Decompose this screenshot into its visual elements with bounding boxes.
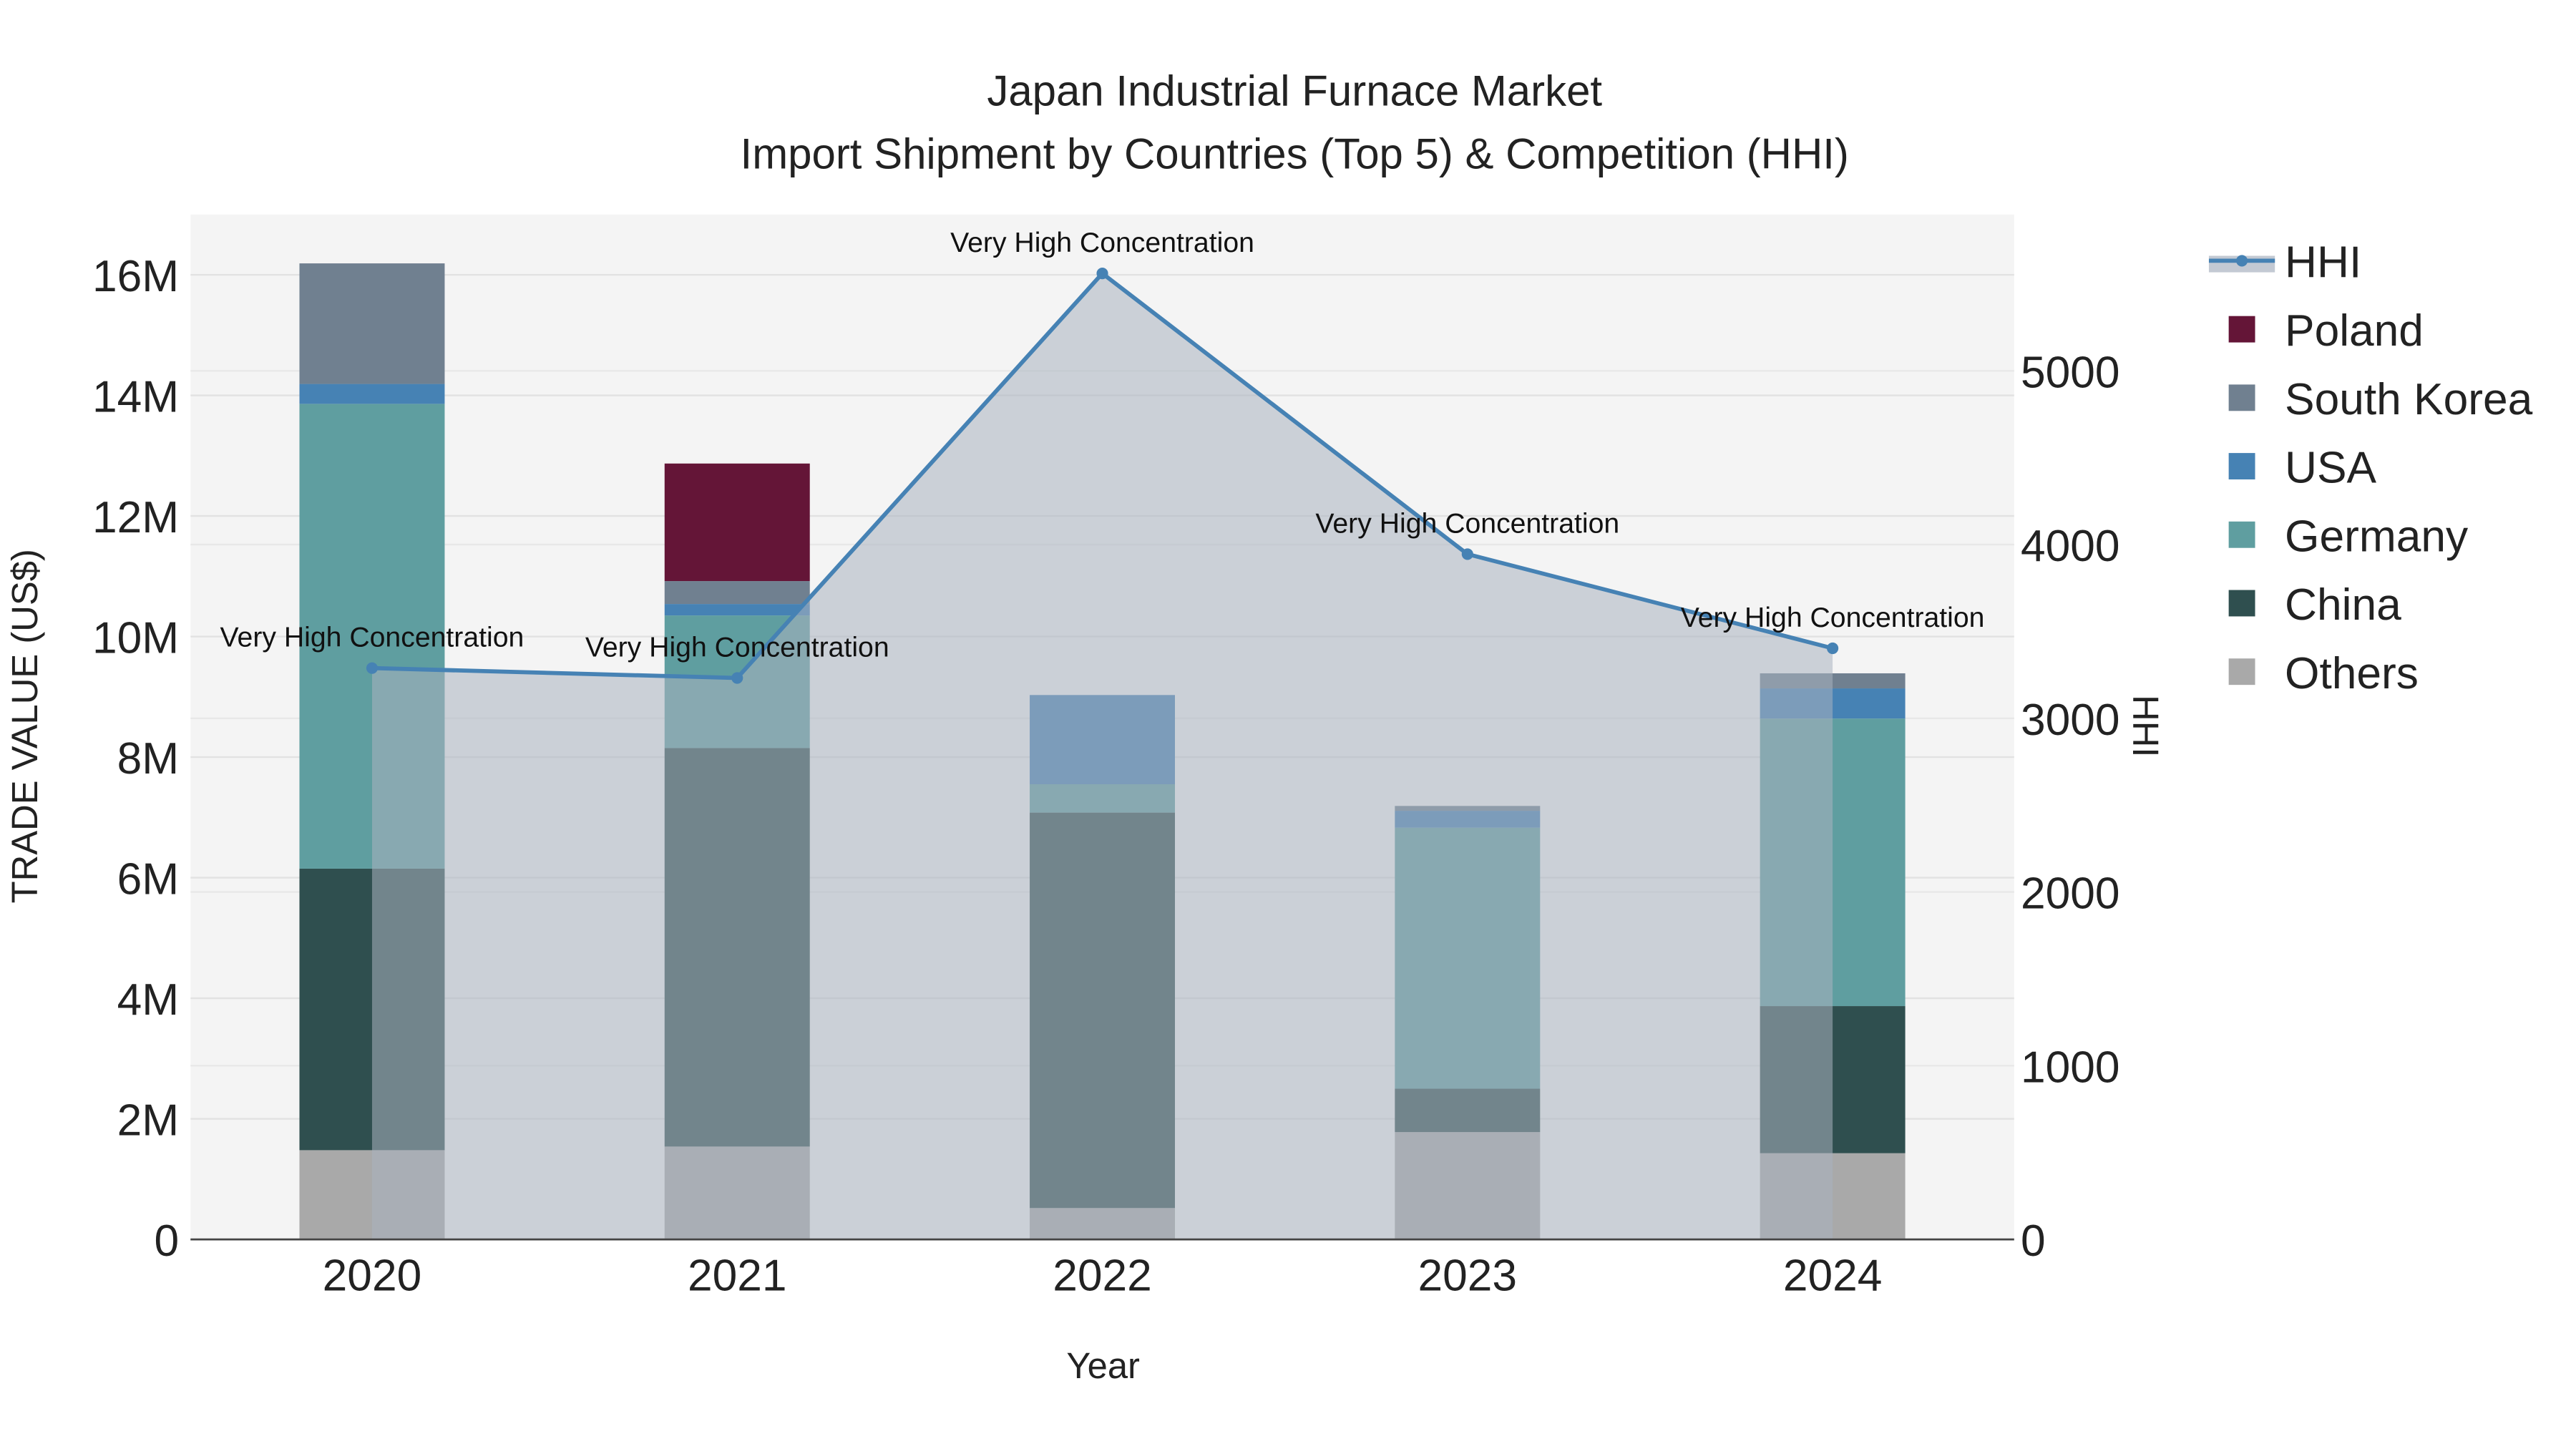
legend-label: USA xyxy=(2285,444,2376,493)
y-tick-label: 16M xyxy=(92,252,179,301)
legend-hhi-marker xyxy=(2236,255,2248,267)
y2-tick-label: 1000 xyxy=(2021,1043,2120,1092)
y-tick-label: 14M xyxy=(92,373,179,422)
hhi-point xyxy=(731,672,743,684)
y-tick-label: 10M xyxy=(92,614,179,663)
bar-usa xyxy=(299,384,445,404)
x-tick-label: 2023 xyxy=(1418,1252,1518,1301)
legend-label: South Korea xyxy=(2285,375,2533,424)
hhi-point xyxy=(1096,268,1108,280)
x-tick-label: 2022 xyxy=(1053,1252,1152,1301)
legend-label: Others xyxy=(2285,649,2419,698)
legend-label: China xyxy=(2285,580,2401,630)
y-tick-label: 4M xyxy=(117,975,180,1025)
hhi-annotation: Very High Concentration xyxy=(220,623,525,653)
x-tick-label: 2021 xyxy=(688,1252,787,1301)
x-tick-label: 2024 xyxy=(1783,1252,1883,1301)
hhi-annotation: Very High Concentration xyxy=(585,633,889,663)
legend: HHI Poland South Korea USA Germany China Other… xyxy=(2208,238,2533,698)
hhi-point xyxy=(366,662,379,674)
y-axis-title: TRADE VALUE (US$) xyxy=(4,549,45,903)
legend-swatch-germany xyxy=(2228,521,2255,548)
legend-label: HHI xyxy=(2285,238,2361,287)
axes: 0 2M 4M 6M 8M 10M 12M 14M 16M 0 1000 2000 3000 4000 50… xyxy=(92,252,2120,1300)
hhi-series: Very High Concentration Very High Concent… xyxy=(220,228,1985,1240)
chart-title: Japan Industrial Furnace Market xyxy=(987,67,1602,115)
hhi-point xyxy=(1827,642,1839,655)
hhi-annotation: Very High Concentration xyxy=(950,228,1254,258)
bar-south-korea xyxy=(299,263,445,384)
legend-swatch-china xyxy=(2228,590,2255,617)
hhi-point xyxy=(1461,548,1473,560)
y2-axis-title: HHI xyxy=(2125,695,2166,757)
legend-swatch-poland xyxy=(2228,316,2255,343)
hhi-area xyxy=(371,273,1833,1240)
y2-tick-label: 2000 xyxy=(2021,869,2120,919)
x-axis-title: Year xyxy=(1066,1345,1140,1386)
legend-swatch-south-korea xyxy=(2228,384,2255,411)
y2-tick-label: 5000 xyxy=(2021,348,2120,397)
chart-subtitle: Import Shipment by Countries (Top 5) & C… xyxy=(741,130,1849,177)
y-tick-label: 6M xyxy=(117,855,180,904)
bar-south-korea xyxy=(664,581,810,605)
y-tick-label: 0 xyxy=(154,1216,179,1266)
hhi-annotation: Very High Concentration xyxy=(1681,602,1985,633)
bar-poland xyxy=(664,463,810,582)
hhi-annotation: Very High Concentration xyxy=(1315,508,1619,539)
x-tick-label: 2020 xyxy=(323,1252,422,1301)
y-tick-label: 12M xyxy=(92,493,179,542)
y2-tick-label: 0 xyxy=(2021,1216,2046,1266)
y-tick-label: 2M xyxy=(117,1096,180,1146)
y2-tick-label: 4000 xyxy=(2021,522,2120,571)
legend-label: Germany xyxy=(2285,512,2469,561)
y-tick-label: 8M xyxy=(117,734,180,784)
y2-tick-label: 3000 xyxy=(2021,696,2120,745)
legend-swatch-usa xyxy=(2228,453,2255,480)
legend-label: Poland xyxy=(2285,306,2424,356)
legend-swatch-others xyxy=(2228,658,2255,686)
bar-usa xyxy=(664,604,810,616)
